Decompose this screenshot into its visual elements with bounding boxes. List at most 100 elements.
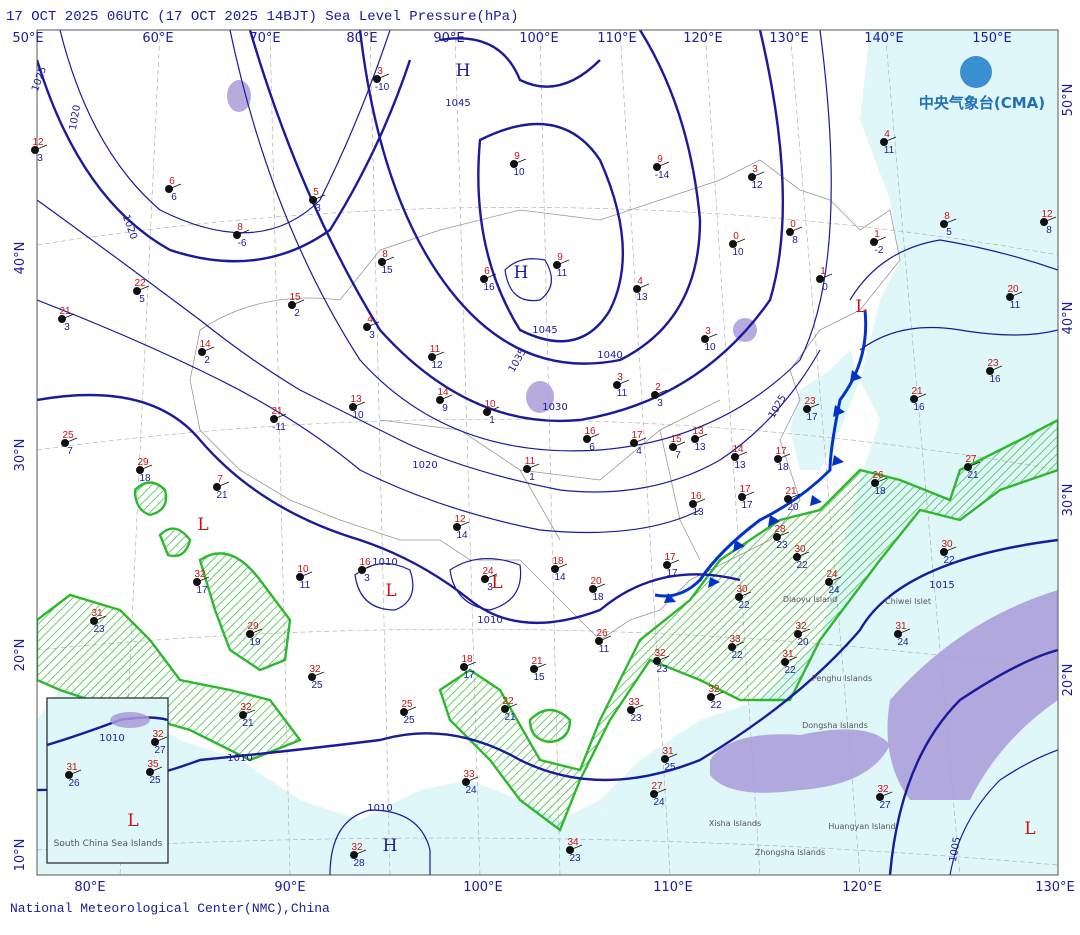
station-temperature: 21	[59, 306, 71, 317]
isobar	[37, 199, 821, 493]
station-temperature: 21	[911, 386, 923, 397]
isobar	[439, 37, 624, 343]
map-frame	[36, 29, 1059, 876]
station-temperature: 13	[350, 394, 362, 405]
station-temperature: 20	[1007, 284, 1019, 295]
place-label: South China Sea Islands	[54, 839, 163, 849]
isobar	[358, 30, 702, 365]
station-temperature: 23	[987, 358, 999, 369]
station-plot: 142	[198, 339, 215, 366]
isobar-label: 1045	[445, 98, 470, 109]
station-pressure: 3	[364, 573, 370, 584]
station-pressure: 17	[463, 670, 475, 681]
isobar-label: 1010	[477, 615, 502, 626]
isobar	[329, 809, 431, 875]
wind-barb	[692, 498, 706, 505]
wind-barb	[486, 406, 500, 413]
pressure-center: L	[127, 811, 138, 831]
station-pressure: 28	[353, 858, 365, 869]
wind-barb	[704, 333, 718, 340]
pressure-center: L	[491, 573, 502, 593]
wind-barb	[738, 591, 752, 598]
station-pressure: 21	[216, 490, 228, 501]
station-pressure: 3	[369, 330, 375, 341]
wind-barb	[504, 703, 518, 710]
wind-barb	[439, 394, 453, 401]
station-plot: 10	[816, 266, 833, 293]
station-pressure: 24	[653, 797, 665, 808]
station-plot: 1-2	[870, 229, 887, 256]
station-plot: 411	[880, 129, 897, 156]
wind-barb	[656, 161, 670, 168]
station-pressure: 10	[352, 410, 364, 421]
station-pressure: 5	[139, 294, 145, 305]
station-temperature: 31	[66, 762, 78, 773]
wind-barb	[656, 655, 670, 662]
station-pressure: 17	[196, 585, 208, 596]
isobar-label: 1010	[99, 733, 124, 744]
longitude-label: 100°E	[519, 31, 559, 46]
station-temperature: 10	[297, 564, 309, 575]
station-temperature: 34	[567, 837, 579, 848]
station-temperature: 1	[874, 229, 880, 240]
rain-area	[37, 593, 302, 762]
longitude-label: 90°E	[433, 31, 464, 46]
wind-barb	[734, 451, 748, 458]
country-border	[189, 159, 901, 641]
place-label: Huangyan Island	[828, 822, 895, 831]
wind-barb	[819, 273, 833, 280]
station-temperature: 31	[895, 621, 907, 632]
station-pressure: 25	[311, 680, 323, 691]
station-plot: 43	[363, 314, 380, 341]
wind-barb	[168, 183, 182, 190]
station-plot: 53	[309, 187, 326, 214]
wind-barb	[636, 283, 650, 290]
wind-barb	[672, 441, 686, 448]
longitude-label: 110°E	[597, 31, 637, 46]
longitude-label: 80°E	[74, 880, 105, 895]
station-temperature: 23	[804, 396, 816, 407]
wind-barb	[93, 615, 107, 622]
wind-barb	[291, 299, 305, 306]
station-temperature: 3	[617, 372, 623, 383]
station-pressure: 22	[796, 560, 808, 571]
station-pressure: 10	[704, 342, 716, 353]
isobar	[59, 30, 391, 234]
station-temperature: 6	[169, 176, 175, 187]
station-temperature: 21	[531, 656, 543, 667]
station-temperature: 17	[775, 446, 787, 457]
haze-area	[887, 590, 1058, 800]
station-pressure: 25	[149, 775, 161, 786]
station-temperature: 32	[309, 664, 321, 675]
station-pressure: 17	[806, 412, 818, 423]
wind-barb	[463, 661, 477, 668]
station-pressure: -14	[655, 170, 670, 181]
station-pressure: 5	[946, 227, 952, 238]
station-temperature: 22	[502, 696, 514, 707]
station-temperature: 18	[461, 654, 473, 665]
station-plot: 9-14	[653, 154, 670, 181]
rain-area	[158, 527, 192, 558]
isobar-label: 1010	[227, 753, 252, 764]
station-pressure: 2	[294, 308, 300, 319]
station-pressure: 23	[569, 853, 581, 864]
wind-barb	[989, 365, 1003, 372]
wind-barb	[312, 194, 326, 201]
station-temperature: 3	[752, 164, 758, 175]
station-temperature: 0	[790, 219, 796, 230]
station-temperature: 22	[134, 278, 146, 289]
sea	[37, 690, 620, 875]
station-pressure: 18	[592, 592, 604, 603]
station-temperature: 24	[826, 569, 838, 580]
station-pressure: 13	[692, 507, 704, 518]
station-plot: 85	[940, 211, 957, 238]
